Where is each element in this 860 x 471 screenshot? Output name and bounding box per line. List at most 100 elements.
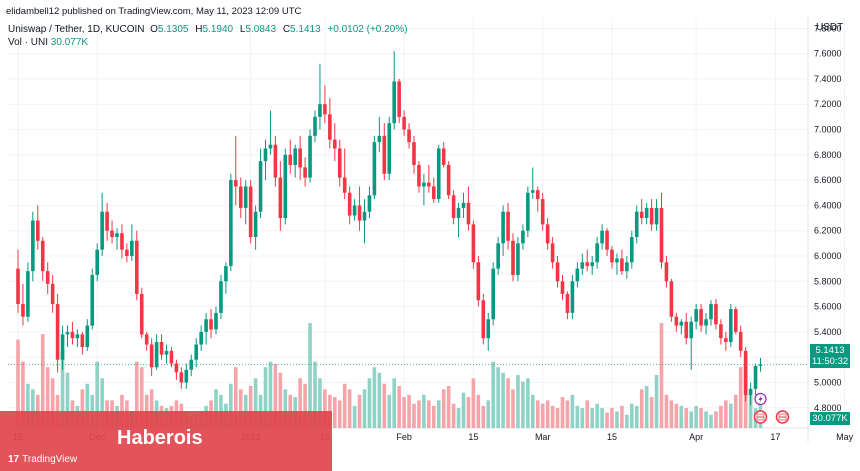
price-tick-label: 5.8000	[814, 276, 842, 286]
candle-body	[382, 135, 387, 174]
candle-body	[234, 180, 238, 187]
volume-bar	[446, 386, 451, 428]
currency-label: USDT	[816, 22, 844, 33]
candle-body	[179, 372, 184, 383]
candle-body	[412, 142, 416, 165]
candle-body	[496, 243, 500, 269]
price-tick-label: 6.0000	[814, 251, 842, 261]
volume-bar	[451, 403, 456, 428]
candle-body	[130, 240, 134, 256]
volume-bar	[65, 372, 70, 428]
time-tick-label: 15	[468, 432, 478, 442]
candle-body	[674, 316, 679, 326]
candle-body	[630, 237, 634, 263]
candle-body	[758, 364, 763, 366]
candle-body	[189, 359, 194, 370]
candle-body	[471, 224, 476, 263]
volume-bar	[733, 394, 738, 428]
price-tick-label: 4.8000	[814, 403, 842, 413]
candle-body	[654, 207, 659, 225]
candle-body	[248, 186, 253, 238]
volume-bar	[649, 397, 654, 428]
volume-bar	[669, 400, 674, 428]
volume-bar	[684, 408, 689, 428]
candle-body	[555, 262, 560, 282]
candle-body	[461, 202, 466, 208]
volume-bar	[422, 394, 426, 428]
volume-bar	[417, 400, 421, 428]
candle-body	[625, 262, 629, 272]
candle-body	[323, 104, 327, 115]
published-header: elidambell12 published on TradingView.co…	[6, 6, 302, 17]
volume-legend: Vol · UNI 30.077K	[8, 37, 88, 48]
candle-body	[21, 304, 25, 317]
price-tick-label: 6.6000	[814, 175, 842, 185]
candle-body	[40, 240, 45, 272]
candle-body	[436, 148, 441, 200]
candle-body	[337, 148, 342, 178]
candle-body	[164, 350, 169, 355]
volume-bar	[585, 400, 590, 428]
price-tick-label: 7.0000	[814, 125, 842, 135]
volume-bar	[664, 394, 669, 428]
candle-body	[149, 344, 154, 368]
volume-bar	[461, 392, 466, 428]
open-label: O	[150, 24, 158, 35]
candle-body	[169, 350, 174, 364]
price-tick-label: 5.6000	[814, 302, 842, 312]
volume-bar	[367, 378, 372, 428]
volume-bar	[615, 411, 619, 428]
candle-body	[521, 230, 525, 244]
volume-bar	[630, 403, 634, 428]
candle-body	[639, 211, 644, 219]
volume-bar	[16, 339, 20, 428]
candle-body	[293, 148, 297, 165]
last-price-value: 5.1413	[815, 345, 845, 356]
candle-body	[144, 334, 149, 345]
candle-body	[684, 321, 689, 339]
candle-body	[288, 154, 293, 165]
candle-body	[95, 249, 99, 275]
candle-body	[570, 281, 575, 313]
time-tick-label: 17	[770, 432, 780, 442]
volume-bar	[362, 389, 367, 428]
candle-body	[664, 262, 669, 282]
candle-body	[699, 309, 703, 326]
volume-bar	[412, 403, 416, 428]
candle-body	[486, 319, 491, 339]
candle-body	[70, 331, 75, 339]
volume-bar	[471, 378, 476, 428]
candle-body	[610, 249, 614, 263]
candle-body	[580, 262, 585, 269]
tradingview-logo[interactable]: 17 TradingView	[8, 454, 77, 465]
price-tick-label: 7.8000	[814, 23, 842, 33]
candle-body	[387, 123, 392, 174]
candle-body	[174, 363, 179, 373]
candle-body	[704, 319, 708, 326]
volume-bar	[575, 405, 580, 428]
candle-body	[357, 205, 362, 221]
volume-bar	[268, 361, 273, 428]
candle-body	[50, 283, 55, 305]
candle-body	[184, 369, 189, 383]
volume-bar	[590, 408, 594, 428]
volume-bar	[382, 383, 387, 428]
candle-body	[407, 129, 411, 143]
volume-bar	[303, 383, 307, 428]
volume-bar	[526, 378, 530, 428]
candle-body	[209, 319, 213, 330]
candle-body	[719, 324, 723, 339]
volume-bar	[283, 389, 288, 428]
candle-body	[481, 300, 486, 339]
price-tick-label: 6.8000	[814, 150, 842, 160]
volume-bar	[555, 408, 560, 428]
candle-body	[120, 233, 124, 250]
volume-bar	[333, 397, 337, 428]
volume-bar	[516, 374, 520, 428]
volume-bar	[31, 389, 35, 428]
volume-bar	[402, 397, 406, 428]
volume-bar	[535, 400, 540, 428]
candle-body	[159, 341, 164, 355]
symbol-legend: Uniswap / Tether, 1D, KUCOIN O5.1305 H5.…	[8, 24, 407, 35]
